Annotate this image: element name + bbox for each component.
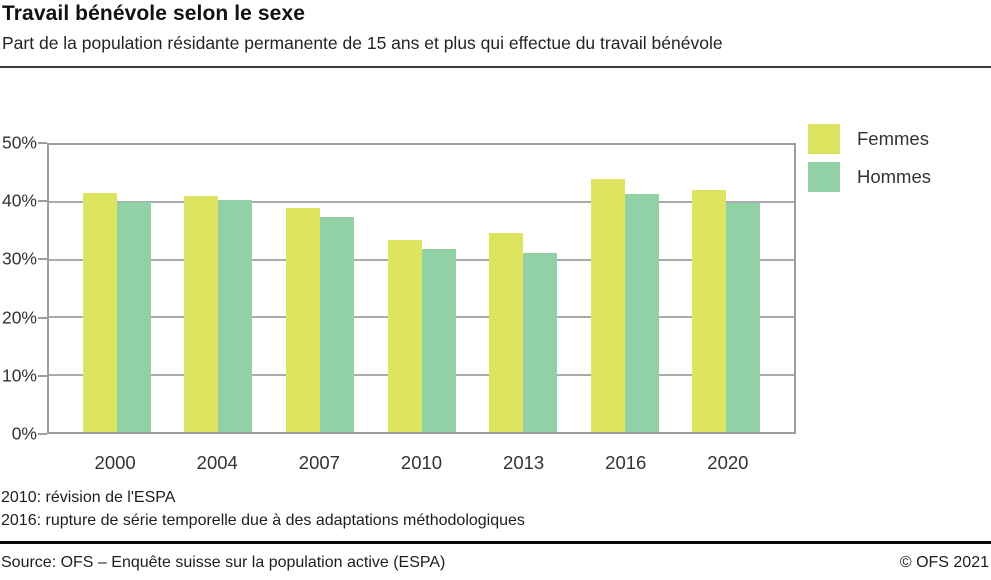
legend-swatch-hommes: [808, 162, 840, 192]
page-subtitle: Part de la population résidante permanen…: [2, 33, 723, 53]
x-axis-label-2007: 2007: [298, 452, 340, 473]
bar-group-2016: [590, 145, 659, 432]
y-axis-tick-0%: [38, 433, 47, 435]
bar-femmes-2004: [184, 196, 219, 432]
footnote-2016: 2016: rupture de série temporelle due à …: [1, 512, 525, 529]
bar-group-2013: [489, 145, 558, 432]
y-axis-tick-20%: [38, 316, 47, 319]
y-axis: 50% 40% 30% 20% 10% 0%: [0, 133, 37, 444]
bar-femmes-2007: [285, 207, 320, 432]
y-axis-tick-30%: [38, 258, 47, 261]
y-axis-label-30%: 30%: [1, 248, 37, 269]
bar-hommes-2010: [421, 249, 456, 432]
y-axis-label-10%: 10%: [1, 365, 37, 386]
plot-area: [47, 143, 796, 434]
bar-hommes-2020: [726, 202, 761, 432]
y-axis-tick-40%: [38, 200, 47, 203]
x-axis-label-2013: 2013: [503, 452, 545, 473]
legend-item-hommes: Hommes: [808, 162, 931, 192]
page-title: Travail bénévole selon le sexe: [2, 2, 305, 25]
bar-hommes-2004: [218, 200, 253, 432]
source-text: Source: OFS – Enquête suisse sur la popu…: [1, 554, 446, 571]
bar-femmes-2010: [387, 239, 422, 432]
bar-group-2010: [387, 145, 456, 432]
bar-femmes-2020: [692, 189, 727, 432]
y-axis-ticks: [38, 142, 47, 435]
bar-hommes-2007: [319, 217, 354, 432]
x-axis-label-2010: 2010: [400, 452, 443, 473]
bar-hommes-2016: [624, 194, 659, 432]
bar-group-2020: [692, 145, 761, 432]
legend-item-femmes: Femmes: [808, 124, 931, 154]
x-axis-label-2000: 2000: [94, 452, 136, 473]
footer-divider: [0, 541, 991, 544]
plot-bars: [49, 145, 794, 432]
y-axis-label-50%: 50%: [1, 132, 37, 153]
bar-femmes-2013: [489, 232, 524, 432]
footnotes: 2010: révision de l'ESPA 2016: rupture d…: [1, 486, 525, 532]
bar-group-2007: [285, 145, 354, 432]
bar-femmes-2016: [590, 178, 625, 432]
legend-swatch-femmes: [808, 124, 840, 154]
header-divider: [0, 66, 991, 68]
x-axis-labels: 2000 2004 2007 2010 2013 2016 2020: [47, 452, 796, 474]
legend-label-hommes: Hommes: [857, 166, 932, 187]
legend-label-femmes: Femmes: [857, 128, 929, 149]
x-axis-label-2016: 2016: [605, 452, 647, 473]
y-axis-tick-10%: [38, 374, 47, 377]
bar-group-2000: [82, 145, 151, 432]
gridline-40%: [49, 201, 794, 204]
y-axis-label-20%: 20%: [1, 307, 37, 328]
bar-group-2004: [184, 145, 253, 432]
x-axis-label-2004: 2004: [196, 452, 238, 473]
copyright-text: © OFS 2021: [899, 554, 989, 571]
bar-hommes-2013: [523, 252, 558, 432]
bar-hommes-2000: [116, 202, 151, 432]
y-axis-label-40%: 40%: [1, 190, 37, 211]
bar-femmes-2000: [82, 193, 117, 432]
x-axis-label-2020: 2020: [707, 452, 749, 473]
y-axis-tick-50%: [38, 142, 47, 144]
y-axis-label-0%: 0%: [11, 423, 37, 444]
footnote-2010: 2010: révision de l'ESPA: [1, 489, 176, 506]
legend: Femmes Hommes: [808, 124, 931, 200]
